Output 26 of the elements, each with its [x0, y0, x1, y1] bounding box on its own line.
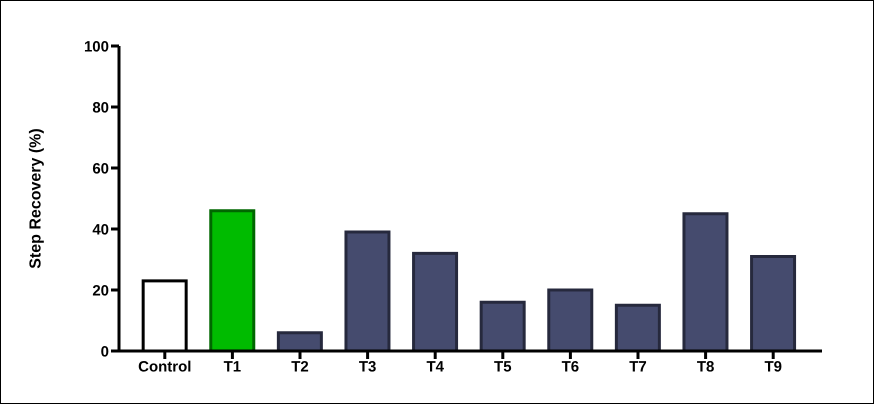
x-tick-label: T2: [291, 358, 309, 376]
bar: [276, 331, 323, 351]
bar: [480, 300, 526, 351]
x-tick-label: T7: [629, 358, 647, 376]
y-axis-title: Step Recovery (%): [28, 128, 45, 269]
bar: [682, 212, 728, 351]
x-tick-label: T9: [764, 358, 782, 376]
bar: [209, 209, 256, 351]
bar: [547, 288, 594, 351]
x-tick-label: T8: [696, 358, 714, 376]
y-tick-label: 80: [92, 99, 109, 116]
bar: [344, 230, 390, 351]
y-tick-label: 40: [92, 221, 109, 238]
x-tick-label: T3: [358, 358, 376, 376]
x-tick-label: T1: [224, 358, 242, 376]
bar: [750, 254, 796, 351]
x-tick-label: Control: [138, 358, 192, 376]
x-tick-label: T4: [426, 358, 445, 376]
x-tick-label: T6: [562, 358, 580, 376]
bar: [412, 252, 458, 351]
y-tick-label: 0: [100, 343, 109, 360]
y-tick-label: 100: [84, 38, 109, 56]
y-tick-label: 20: [92, 282, 109, 300]
y-tick-label: 60: [92, 160, 109, 178]
bar: [614, 304, 661, 351]
x-tick-label: T5: [494, 358, 512, 376]
